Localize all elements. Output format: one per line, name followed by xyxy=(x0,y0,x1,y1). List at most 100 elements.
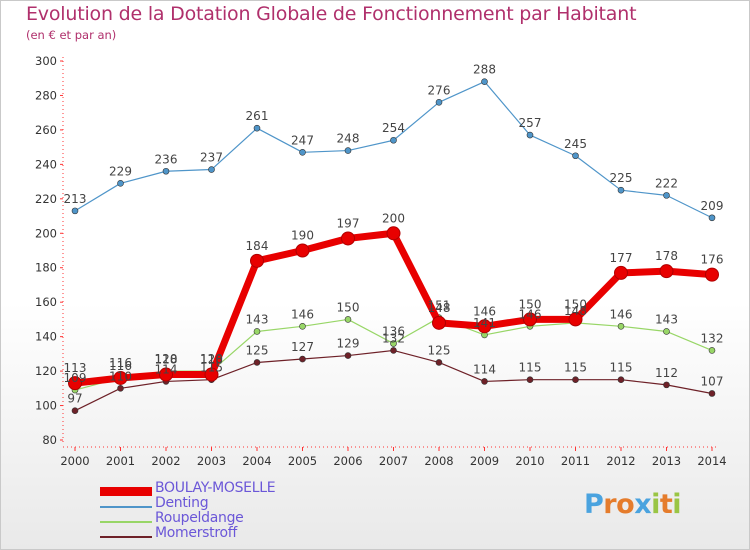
data-label: 225 xyxy=(610,171,633,185)
data-label: 150 xyxy=(564,297,587,311)
y-tick-label: 260 xyxy=(35,123,57,137)
data-label: 112 xyxy=(655,366,678,380)
data-label: 178 xyxy=(655,249,678,263)
x-tick-label: 2012 xyxy=(606,454,635,468)
chart-title: Evolution de la Dotation Globale de Fonc… xyxy=(26,3,637,25)
data-point xyxy=(71,207,79,215)
legend-label: Momerstroff xyxy=(155,525,238,541)
logo-letter: i xyxy=(672,489,682,520)
data-point xyxy=(572,152,579,160)
data-point xyxy=(299,322,306,330)
data-point xyxy=(117,180,124,187)
y-tick-label: 120 xyxy=(35,364,57,378)
y-tick-label: 180 xyxy=(35,261,57,275)
series-line xyxy=(74,81,713,219)
x-tick-label: 2001 xyxy=(106,454,135,468)
series-denting xyxy=(71,78,716,222)
x-tick-label: 2011 xyxy=(561,454,590,468)
y-tick-label: 80 xyxy=(42,433,57,447)
data-label: 237 xyxy=(200,151,223,165)
legend-item: Denting xyxy=(100,495,360,513)
data-point xyxy=(481,78,488,85)
logo-letter: o xyxy=(616,489,635,520)
series-momerstroff xyxy=(71,347,716,415)
data-label: 116 xyxy=(109,359,132,373)
data-point xyxy=(204,367,219,382)
legend-swatch xyxy=(100,521,152,523)
data-label: 261 xyxy=(246,109,269,123)
data-label: 148 xyxy=(564,304,587,318)
data-label: 190 xyxy=(291,229,314,243)
data-label: 107 xyxy=(701,374,724,388)
data-label: 115 xyxy=(200,361,223,375)
data-label: 146 xyxy=(519,307,542,321)
data-label: 141 xyxy=(473,316,496,330)
data-label: 184 xyxy=(246,239,269,253)
legend-label: BOULAY-MOSELLE xyxy=(155,480,276,496)
data-point xyxy=(390,347,397,354)
data-point xyxy=(159,367,173,382)
data-point xyxy=(705,267,719,282)
data-label: 115 xyxy=(564,361,587,375)
data-point xyxy=(526,376,534,384)
data-label: 177 xyxy=(610,251,633,265)
data-label: 114 xyxy=(155,362,178,376)
logo-letter: t xyxy=(659,489,673,520)
y-tick-label: 160 xyxy=(35,295,57,309)
data-label: 146 xyxy=(473,304,496,318)
chart-subtitle: (en € et par an) xyxy=(26,28,117,42)
data-label: 229 xyxy=(109,164,132,178)
data-label: 136 xyxy=(382,325,405,339)
axes: 80 100 120 140 160 180 200 220 240 260 280 300 2000 2… xyxy=(35,54,727,468)
x-tick-label: 2005 xyxy=(288,454,317,468)
legend-label: Roupeldange xyxy=(155,510,244,526)
legend-item: Momerstroff xyxy=(100,525,360,543)
data-point xyxy=(162,167,170,175)
data-label: 143 xyxy=(246,312,269,326)
data-point xyxy=(208,166,215,173)
data-label: 146 xyxy=(291,307,314,321)
data-point xyxy=(390,136,397,144)
data-label: 118 xyxy=(155,353,178,367)
data-label: 109 xyxy=(64,371,87,385)
data-label: 110 xyxy=(109,369,132,383)
data-label: 213 xyxy=(64,192,87,206)
data-point xyxy=(299,149,306,156)
data-label: 148 xyxy=(428,301,451,315)
data-label: 150 xyxy=(519,297,542,311)
data-label: 245 xyxy=(564,137,587,151)
data-label: 114 xyxy=(473,362,496,376)
data-point xyxy=(386,226,401,241)
data-label: 200 xyxy=(382,211,405,225)
data-label: 113 xyxy=(64,361,87,375)
data-label: 146 xyxy=(610,307,633,321)
data-point xyxy=(253,359,261,366)
series-layer xyxy=(68,78,719,415)
y-tick-label: 240 xyxy=(35,157,57,171)
x-tick-label: 2007 xyxy=(379,454,408,468)
data-point xyxy=(572,376,579,384)
data-label: 236 xyxy=(155,152,178,166)
data-label: 97 xyxy=(67,392,82,406)
legend-item: BOULAY-MOSELLE xyxy=(100,480,360,498)
data-label: 125 xyxy=(246,343,269,357)
data-point xyxy=(663,192,670,199)
data-point xyxy=(299,355,306,363)
legend-item: Roupeldange xyxy=(100,510,360,528)
data-label: 132 xyxy=(701,331,724,345)
series-boulay-moselle xyxy=(68,226,719,391)
x-tick-label: 2014 xyxy=(697,454,726,468)
legend-label: Denting xyxy=(155,495,209,511)
data-label: 120 xyxy=(155,352,178,366)
x-tick-label: 2004 xyxy=(242,454,271,468)
data-point xyxy=(253,124,261,132)
data-point xyxy=(117,385,124,392)
data-label: 209 xyxy=(701,199,724,213)
data-point xyxy=(568,312,583,327)
data-point xyxy=(477,319,492,334)
x-tick-label: 2008 xyxy=(424,454,453,468)
data-point xyxy=(708,390,716,397)
legend-swatch xyxy=(100,506,152,508)
data-point xyxy=(113,370,128,385)
